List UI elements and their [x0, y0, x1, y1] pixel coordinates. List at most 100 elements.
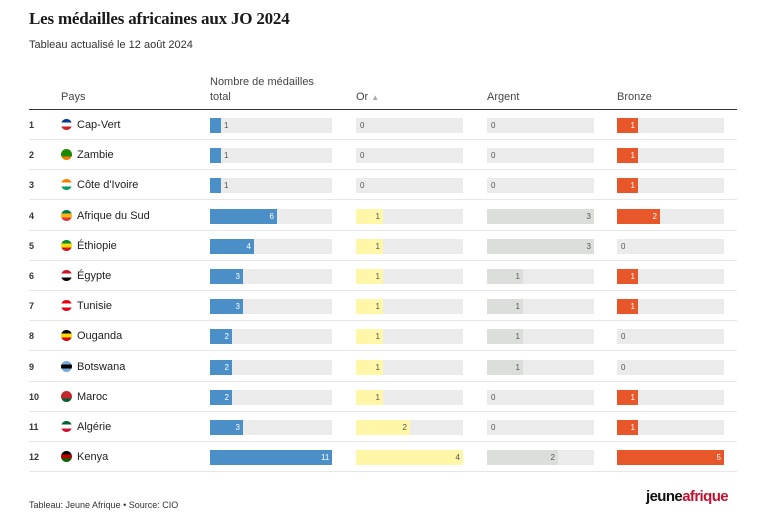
argent-value-label: 1 — [515, 362, 520, 372]
zambia-flag-icon — [61, 149, 72, 161]
argent-bar — [487, 269, 523, 284]
total-bar — [210, 389, 232, 405]
bronze-bar-track: 1 — [617, 389, 724, 405]
total-value-label: 3 — [235, 302, 240, 312]
table-row: 7 Tunisie 3 1 1 1 — [0, 291, 768, 322]
bronze-bar-track: 1 — [617, 148, 724, 164]
argent-bar-track: 0 — [487, 420, 594, 435]
rank-cell: 3 — [29, 180, 35, 191]
total-bar-track: 11 — [210, 450, 332, 466]
or-bar — [356, 420, 410, 435]
or-value-label: 1 — [375, 211, 380, 221]
table-row: 2 Zambie 1 0 0 1 — [0, 140, 768, 171]
sort-ascending-icon[interactable]: ▲ — [371, 93, 380, 102]
column-header-bronze[interactable]: Bronze — [617, 91, 652, 103]
or-bar — [356, 389, 383, 405]
total-bar — [210, 148, 221, 164]
argent-value-label: 0 — [491, 181, 496, 191]
table-row: 5 Éthiopie 4 1 3 0 — [0, 231, 768, 261]
rank-cell: 7 — [29, 301, 35, 312]
argent-bar-track: 3 — [487, 238, 594, 254]
argent-value-label: 1 — [515, 272, 520, 281]
bronze-value-label: 5 — [716, 453, 721, 463]
bronze-bar-track: 0 — [617, 329, 724, 345]
bronze-bar — [617, 299, 638, 315]
total-value-label: 2 — [224, 332, 229, 342]
bronze-bar-track: 1 — [617, 420, 724, 435]
argent-bar-track: 1 — [487, 299, 594, 315]
bronze-value-label: 0 — [621, 332, 626, 342]
rank-cell: 4 — [29, 210, 35, 221]
country-name: Botswana — [77, 360, 126, 373]
argent-bar-track: 0 — [487, 178, 594, 194]
or-bar-track: 1 — [356, 389, 463, 405]
country-name: Ouganda — [77, 330, 123, 343]
column-header-pays[interactable]: Pays — [61, 91, 86, 103]
or-bar-track: 0 — [356, 118, 463, 133]
or-value-label: 1 — [375, 332, 380, 342]
table-row: 3 Côte d'Ivoire 1 0 0 1 — [0, 170, 768, 201]
rank-cell: 1 — [29, 120, 35, 130]
or-bar — [356, 238, 383, 254]
bronze-bar — [617, 420, 638, 435]
argent-value-label: 0 — [491, 151, 496, 161]
row-divider — [29, 320, 737, 322]
bronze-bar — [617, 148, 638, 164]
table-row: 9 Botswana 2 1 1 0 — [0, 352, 768, 382]
rank-cell: 5 — [29, 240, 35, 251]
bronze-bar — [617, 269, 638, 284]
bronze-value-label: 2 — [652, 211, 657, 221]
total-bar-track: 3 — [210, 420, 332, 435]
argent-value-label: 3 — [586, 241, 591, 251]
argent-value-label: 0 — [491, 392, 496, 402]
jeune-afrique-logo: jeuneafrique — [646, 488, 729, 505]
argent-value-label: 0 — [491, 121, 496, 130]
ivory-coast-flag-icon — [61, 179, 72, 191]
total-bar-track: 3 — [210, 269, 332, 284]
row-divider — [29, 471, 737, 473]
total-bar-track: 3 — [210, 299, 332, 315]
bronze-value-label: 0 — [621, 362, 626, 372]
total-bar-track: 6 — [210, 208, 332, 224]
rank-cell: 9 — [29, 361, 35, 372]
or-bar — [356, 208, 383, 224]
country-name: Zambie — [77, 149, 114, 162]
total-bar — [210, 178, 221, 194]
total-bar-track: 1 — [210, 178, 332, 194]
column-header-total-line2: total — [210, 91, 231, 103]
argent-bar — [487, 450, 558, 466]
or-bar-track: 1 — [356, 329, 463, 345]
table-row: 10 Maroc 2 1 0 1 — [0, 382, 768, 412]
row-divider — [29, 350, 737, 352]
or-value-label: 1 — [375, 241, 380, 251]
rank-cell: 8 — [29, 331, 35, 342]
column-header-or[interactable]: Or ▲ — [356, 90, 379, 105]
table-row: 4 Afrique du Sud 6 1 3 2 — [0, 201, 768, 231]
argent-bar — [487, 299, 523, 315]
column-header-argent[interactable]: Argent — [487, 91, 520, 103]
argent-bar — [487, 359, 523, 375]
or-bar-track: 1 — [356, 299, 463, 315]
argent-value-label: 1 — [515, 332, 520, 342]
bronze-value-label: 1 — [630, 302, 635, 312]
argent-bar-track: 3 — [487, 208, 594, 224]
or-bar — [356, 329, 383, 345]
total-value-label: 1 — [224, 151, 229, 161]
bronze-bar-track: 2 — [617, 208, 724, 224]
country-name: Tunisie — [77, 300, 113, 313]
total-value-label: 2 — [224, 392, 229, 402]
country-name: Maroc — [77, 390, 108, 403]
bronze-bar — [617, 389, 638, 405]
row-divider — [29, 259, 737, 261]
total-value-label: 11 — [321, 453, 330, 463]
country-name: Algérie — [77, 421, 112, 433]
argent-bar — [487, 329, 523, 345]
bronze-value-label: 1 — [630, 272, 635, 281]
column-header-total[interactable]: Nombre de médailles total — [210, 75, 314, 105]
total-bar — [210, 450, 332, 466]
argent-bar-track: 0 — [487, 118, 594, 133]
argent-bar-track: 1 — [487, 329, 594, 345]
botswana-flag-icon — [61, 360, 72, 372]
total-bar — [210, 329, 232, 345]
total-bar — [210, 118, 221, 133]
